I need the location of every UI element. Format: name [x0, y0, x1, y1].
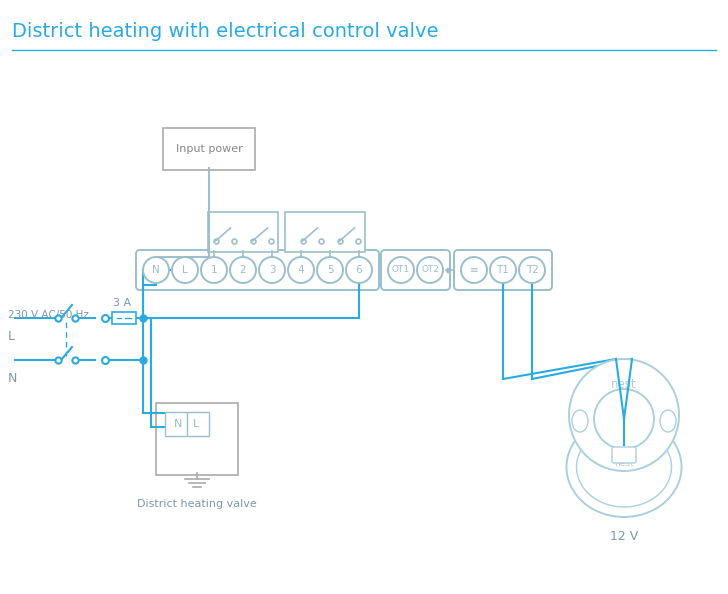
Ellipse shape	[572, 410, 588, 432]
Text: L: L	[182, 265, 188, 275]
FancyBboxPatch shape	[163, 128, 255, 170]
FancyBboxPatch shape	[156, 403, 238, 475]
Circle shape	[461, 257, 487, 283]
Circle shape	[288, 257, 314, 283]
FancyBboxPatch shape	[165, 412, 209, 436]
Text: 6: 6	[356, 265, 363, 275]
Circle shape	[594, 389, 654, 449]
Text: 2: 2	[240, 265, 246, 275]
Ellipse shape	[577, 427, 671, 507]
Text: 230 V AC/50 Hz: 230 V AC/50 Hz	[8, 310, 89, 320]
Ellipse shape	[566, 417, 681, 517]
Circle shape	[172, 257, 198, 283]
FancyBboxPatch shape	[381, 250, 450, 290]
Ellipse shape	[569, 359, 679, 471]
FancyBboxPatch shape	[454, 250, 552, 290]
FancyBboxPatch shape	[285, 212, 365, 252]
Circle shape	[346, 257, 372, 283]
Text: N: N	[174, 419, 182, 429]
Text: T1: T1	[496, 265, 510, 275]
Text: District heating valve: District heating valve	[137, 499, 257, 509]
FancyBboxPatch shape	[112, 312, 136, 324]
Text: nest: nest	[614, 459, 634, 467]
Ellipse shape	[660, 410, 676, 432]
FancyBboxPatch shape	[208, 212, 278, 252]
Circle shape	[259, 257, 285, 283]
Circle shape	[317, 257, 343, 283]
FancyBboxPatch shape	[612, 447, 636, 463]
Circle shape	[490, 257, 516, 283]
Text: 5: 5	[327, 265, 333, 275]
Circle shape	[230, 257, 256, 283]
Text: 1: 1	[210, 265, 218, 275]
Text: District heating with electrical control valve: District heating with electrical control…	[12, 22, 438, 41]
Circle shape	[143, 257, 169, 283]
Text: ≡: ≡	[470, 265, 478, 275]
Text: 12 V: 12 V	[610, 530, 638, 543]
Text: N: N	[8, 372, 17, 385]
Circle shape	[388, 257, 414, 283]
Text: T2: T2	[526, 265, 539, 275]
Text: OT1: OT1	[392, 266, 410, 274]
Text: nest: nest	[612, 378, 637, 391]
Text: L: L	[193, 419, 199, 429]
Text: Input power: Input power	[175, 144, 242, 154]
Text: 3 A: 3 A	[114, 298, 132, 308]
Circle shape	[417, 257, 443, 283]
Text: 4: 4	[298, 265, 304, 275]
Text: N: N	[152, 265, 160, 275]
Circle shape	[201, 257, 227, 283]
FancyBboxPatch shape	[136, 250, 379, 290]
Text: OT2: OT2	[421, 266, 439, 274]
Text: 3: 3	[269, 265, 275, 275]
Circle shape	[519, 257, 545, 283]
Text: L: L	[8, 330, 15, 343]
